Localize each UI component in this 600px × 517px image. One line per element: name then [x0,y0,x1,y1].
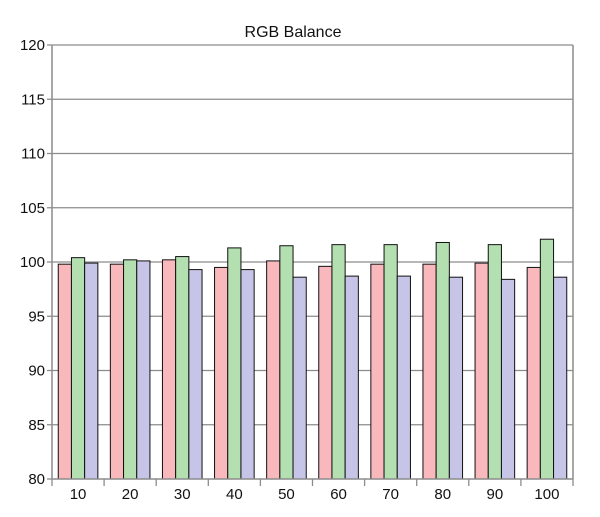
bar [539,238,555,480]
y-tick-label: 90 [28,363,45,380]
x-tick-label: 40 [226,486,243,503]
bar [331,244,346,480]
bar [84,262,99,480]
y-tick-label: 80 [28,471,45,488]
chart-title: RGB Balance [245,24,342,41]
bar [435,241,450,480]
bar [396,275,411,480]
bar [292,276,307,480]
bar [526,266,541,480]
bar [70,257,86,480]
bar [487,244,502,480]
y-tick-label: 95 [28,308,45,325]
bar [422,263,437,480]
axes [47,44,574,486]
y-tick-label: 105 [20,200,45,217]
bar [123,259,138,480]
bar [57,263,72,480]
bar [553,276,568,480]
y-tick-label: 115 [21,91,45,108]
bar [383,244,398,480]
bar [370,263,385,480]
x-tick-label: 20 [122,486,139,503]
bar [175,256,190,480]
y-tick-label: 100 [20,254,45,271]
bar [474,262,489,480]
y-tick-label: 120 [20,37,45,54]
bar [214,266,229,480]
bar [136,260,151,480]
x-tick-label: 70 [382,486,399,503]
bar [500,278,516,480]
y-tick-label: 110 [21,146,45,163]
x-tick-label: 50 [278,486,295,503]
x-tick-label: 10 [70,486,87,503]
bar [266,260,281,480]
x-tick-label: 30 [174,486,191,503]
bar [109,263,125,480]
bar [344,275,359,480]
y-tick-label: 85 [28,417,45,434]
bar [448,276,464,480]
bars [57,238,568,480]
bar [279,245,294,480]
bar [240,269,255,480]
x-tick-label: 100 [534,486,559,503]
y-tick-labels: 80 85 90 95 100 105 110 115 120 [20,37,45,488]
x-tick-label: 60 [330,486,347,503]
x-tick-label: 90 [487,486,504,503]
x-tick-label: 80 [434,486,451,503]
bar [161,259,177,480]
bar [227,247,242,480]
bar [318,265,333,480]
x-tick-labels: 10 20 30 40 50 60 70 80 90 100 [70,486,560,503]
bar [188,269,203,480]
